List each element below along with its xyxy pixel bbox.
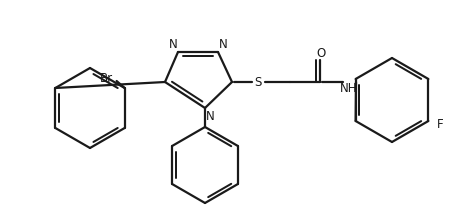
Text: N: N: [169, 37, 177, 51]
Text: NH: NH: [340, 81, 358, 95]
Text: Br: Br: [100, 72, 113, 84]
Text: F: F: [437, 117, 444, 130]
Text: N: N: [205, 110, 214, 123]
Text: N: N: [219, 37, 227, 51]
Text: S: S: [254, 75, 262, 88]
Text: O: O: [317, 46, 325, 59]
